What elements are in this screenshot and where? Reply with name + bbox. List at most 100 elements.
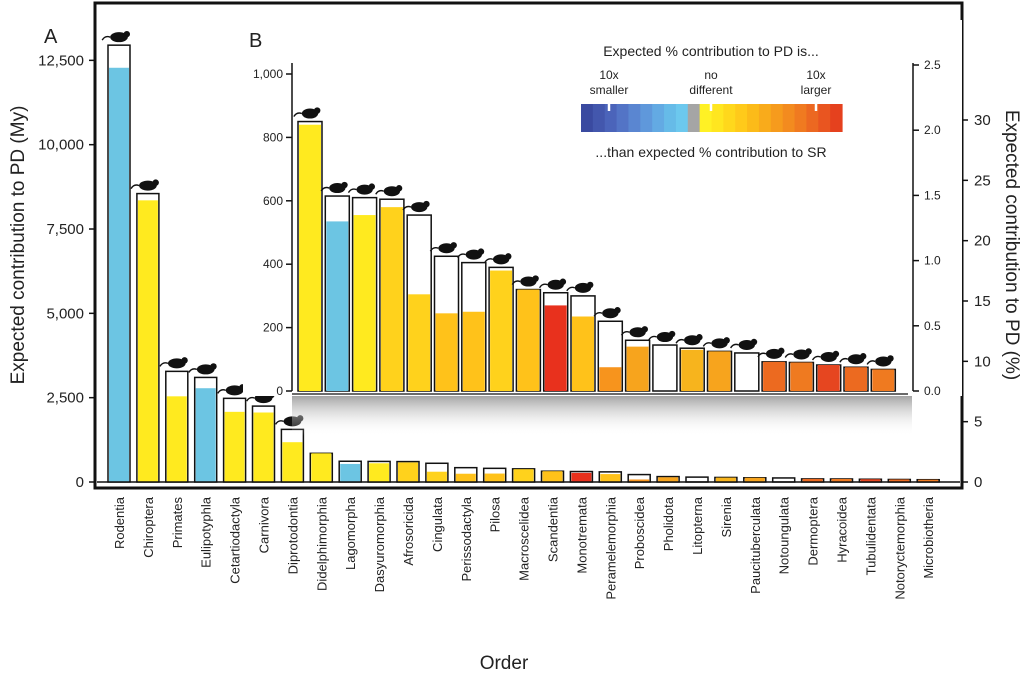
silhouette-b-16 xyxy=(730,338,758,350)
bar-a-fill-16 xyxy=(571,472,592,482)
x-tick-label-17: Peramelemorphia xyxy=(603,496,618,599)
silhouette-b-7 xyxy=(484,253,512,265)
legend-swatch-20 xyxy=(818,104,831,132)
panel-b-label: B xyxy=(249,30,262,52)
silhouette-b-18 xyxy=(784,348,812,360)
bar-a-fill-0 xyxy=(109,67,129,482)
bar-b-fill-6 xyxy=(462,311,485,391)
bar-b-fill-10 xyxy=(572,316,594,391)
x-tick-label-12: Perissodactyla xyxy=(459,496,474,581)
y-tick-label-a-4: 10,000 xyxy=(38,137,84,154)
bar-b-fill-9 xyxy=(544,305,567,391)
bar-a-fill-8 xyxy=(340,463,361,482)
legend-swatch-5 xyxy=(640,104,653,132)
bar-b-fill-14 xyxy=(681,349,704,391)
legend-swatch-11 xyxy=(711,104,724,132)
bar-a-fill-15 xyxy=(542,471,563,482)
silhouette-b-13 xyxy=(648,330,676,343)
bar-a-fill-11 xyxy=(426,471,447,482)
bar-a-fill-25 xyxy=(831,478,852,482)
silhouette-b-19 xyxy=(811,350,840,363)
silhouette-b-6 xyxy=(457,248,485,260)
bar-a-fill-3 xyxy=(195,388,216,482)
legend-swatch-0 xyxy=(581,104,594,132)
y-right-tick-label-a-2: 10 xyxy=(974,353,991,370)
bar-b-total-16 xyxy=(734,352,760,392)
x-tick-label-21: Sirenia xyxy=(719,496,734,537)
silhouette-a-1 xyxy=(130,179,159,191)
x-tick-label-18: Proboscidea xyxy=(632,496,647,569)
silhouette-b-21 xyxy=(866,355,894,367)
y-tick-label-a-2: 5,000 xyxy=(46,305,84,322)
legend-swatch-12 xyxy=(723,104,736,132)
legend-label-same-1: no xyxy=(704,68,718,82)
y-right-tick-label-a-0: 0 xyxy=(974,474,982,491)
silhouette-b-15 xyxy=(702,337,730,349)
bar-a-fill-22 xyxy=(744,477,765,482)
y-tick-label-a-5: 12,500 xyxy=(38,52,84,69)
silhouette-b-5 xyxy=(429,242,457,254)
silhouette-b-10 xyxy=(566,281,594,293)
y-tick-label-b-1: 200 xyxy=(263,321,283,335)
x-tick-label-8: Lagomorpha xyxy=(343,496,358,570)
silhouette-b-11 xyxy=(593,307,621,319)
bar-b-total-13 xyxy=(652,344,678,392)
x-tick-label-22: Paucituberculata xyxy=(748,496,763,594)
x-tick-label-13: Pilosa xyxy=(488,496,503,532)
x-tick-label-15: Scandentia xyxy=(546,496,561,562)
bar-a-fill-21 xyxy=(715,477,736,482)
bar-a-fill-27 xyxy=(889,479,910,482)
bar-a-fill-9 xyxy=(369,463,390,482)
bar-b-fill-20 xyxy=(845,367,867,391)
bar-a-fill-17 xyxy=(600,474,621,482)
bar-a-fill-24 xyxy=(802,478,823,482)
x-tick-label-14: Macroscelidea xyxy=(517,496,532,581)
silhouette-b-12 xyxy=(620,326,648,338)
legend-label-larger-2: larger xyxy=(801,83,832,97)
bar-a-fill-6 xyxy=(282,442,303,482)
bar-b-fill-1 xyxy=(326,221,349,391)
silhouette-b-17 xyxy=(757,347,785,359)
y-tick-label-a-0: 0 xyxy=(76,474,84,491)
bar-b-fill-17 xyxy=(763,361,786,391)
silhouette-b-9 xyxy=(538,278,567,290)
bar-b-fill-15 xyxy=(708,351,731,391)
y-tick-label-b-4: 800 xyxy=(263,130,283,144)
legend-swatch-16 xyxy=(770,104,784,132)
y-right-tick-label-a-4: 20 xyxy=(974,233,991,250)
y-right-tick-label-a-6: 30 xyxy=(974,112,991,129)
bar-a-fill-12 xyxy=(455,473,476,482)
bar-b-fill-7 xyxy=(490,270,513,391)
y-axis-title-left: Expected contribution to PD (My) xyxy=(8,106,29,385)
silhouette-b-20 xyxy=(839,353,867,365)
legend-swatch-18 xyxy=(794,104,808,132)
bar-a-fill-19 xyxy=(658,477,679,482)
bar-a-fill-5 xyxy=(253,412,274,482)
bar-a-fill-7 xyxy=(311,453,332,482)
panel-a-plot xyxy=(101,30,940,483)
bar-b-fill-8 xyxy=(517,289,540,391)
x-tick-label-11: Cingulata xyxy=(430,496,445,552)
bar-b-fill-21 xyxy=(872,369,895,391)
y-tick-label-b-0: 0 xyxy=(276,384,283,398)
color-legend: Expected % contribution to PD is... 10x … xyxy=(581,43,843,160)
bar-b-fill-19 xyxy=(817,365,840,391)
bar-a-fill-13 xyxy=(484,473,505,482)
x-axis-title: Order xyxy=(480,653,529,674)
silhouette-b-4 xyxy=(402,200,430,213)
bar-a-fill-28 xyxy=(918,479,939,482)
legend-swatch-1 xyxy=(592,104,606,132)
x-tick-label-25: Hyracoidea xyxy=(835,496,850,563)
x-tick-label-26: Tubulidentata xyxy=(863,496,878,575)
x-tick-label-2: Primates xyxy=(170,497,185,549)
panel-a-label: A xyxy=(44,26,58,48)
y-tick-label-b-2: 400 xyxy=(263,257,283,271)
legend-swatch-21 xyxy=(830,104,843,132)
y-right-tick-label-a-1: 5 xyxy=(974,414,982,431)
legend-subtitle: ...than expected % contribution to SR xyxy=(595,144,826,160)
silhouette-a-0 xyxy=(101,30,130,43)
bar-a-fill-18 xyxy=(629,479,650,482)
legend-label-larger-1: 10x xyxy=(806,68,825,82)
silhouette-a-4 xyxy=(217,384,246,396)
y-right-tick-label-b-1: 0.5 xyxy=(924,319,941,333)
